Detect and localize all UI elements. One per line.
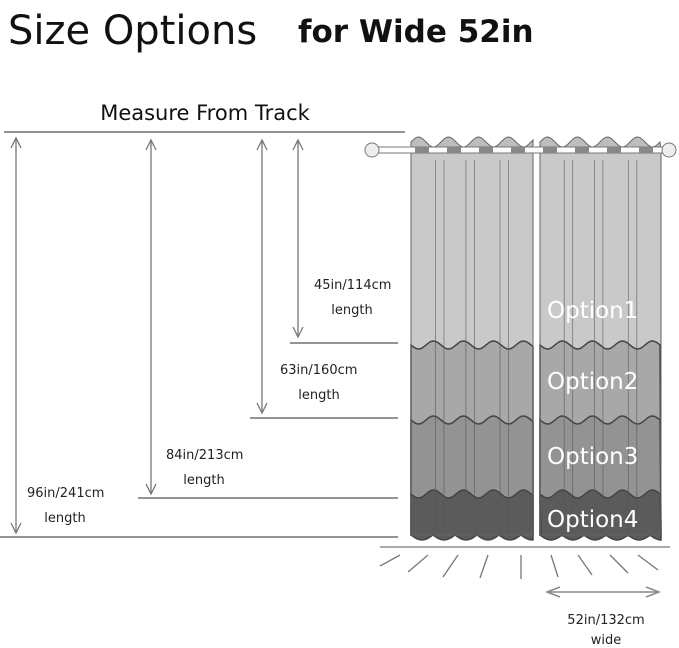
length-arrows (10, 136, 304, 535)
option4-band (539, 489, 662, 541)
length-arrow (10, 136, 22, 535)
length-45-unit: length (331, 303, 372, 318)
option3-label: Option3 (547, 444, 638, 470)
length-45-size: 45in/114cm (314, 278, 391, 293)
measure-label: Measure From Track (100, 101, 310, 125)
length-63-size: 63in/160cm (280, 363, 357, 378)
curtain-rod (364, 142, 677, 158)
measure-lines (0, 131, 405, 538)
length-96-unit: length (44, 511, 85, 526)
option4-label: Option4 (547, 507, 638, 533)
length-84-unit: length (183, 473, 224, 488)
width-size: 52in/132cm (567, 613, 644, 628)
length-arrow (256, 138, 268, 415)
width-arrow (544, 586, 662, 598)
length-arrow (145, 138, 157, 496)
length-arrow (292, 138, 304, 339)
curtain-panel (410, 136, 534, 541)
width-unit: wide (591, 633, 622, 648)
length-63-unit: length (298, 388, 339, 403)
title-sub: for Wide 52in (298, 14, 534, 50)
option2-label: Option2 (547, 369, 638, 395)
title-main: Size Options (8, 8, 257, 54)
length-96-size: 96in/241cm (27, 486, 104, 501)
option1-label: Option1 (547, 298, 638, 324)
floor (379, 546, 670, 579)
curtains-illustration (364, 136, 677, 541)
curtain-panel (539, 136, 662, 541)
length-84-size: 84in/213cm (166, 448, 243, 463)
option4-band (410, 489, 534, 541)
